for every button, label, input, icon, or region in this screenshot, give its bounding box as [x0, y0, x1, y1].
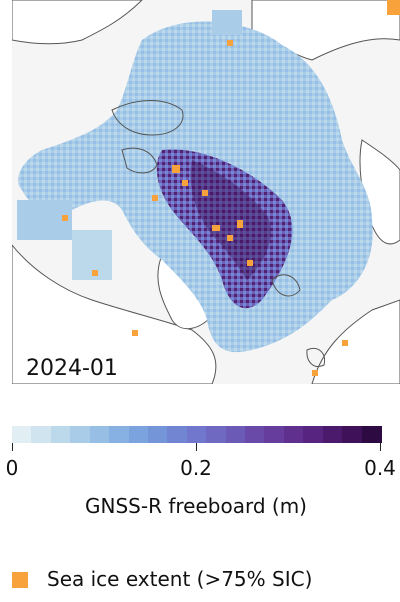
date-label: 2024-01 [26, 356, 118, 381]
colorbar-segment [303, 426, 324, 443]
colorbar-segment [31, 426, 52, 443]
colorbar-segment [245, 426, 266, 443]
colorbar-ticklabel-2: 0.4 [364, 456, 396, 480]
map-panel [12, 0, 400, 384]
colorbar-segment [322, 426, 343, 443]
colorbar-segment [70, 426, 91, 443]
colorbar-segment [225, 426, 246, 443]
colorbar-segment [128, 426, 149, 443]
colorbar-segment [361, 426, 382, 443]
colorbar-segment [283, 426, 304, 443]
colorbar-segment [167, 426, 188, 443]
colorbar-ticklabel-0: 0 [5, 456, 19, 480]
colorbar-tick-0 [12, 443, 13, 451]
colorbar-segment [206, 426, 227, 443]
colorbar-segment [147, 426, 168, 443]
legend-label: Sea ice extent (>75% SIC) [47, 567, 313, 591]
colorbar-segment [50, 426, 71, 443]
land-siberia-west [12, 0, 143, 45]
colorbar-segment [186, 426, 207, 443]
land-scandinavia [311, 299, 400, 384]
colorbar-tick-2 [380, 443, 381, 451]
colorbar-label: GNSS-R freeboard (m) [85, 494, 307, 518]
colorbar-segment [264, 426, 285, 443]
legend-swatch [12, 572, 28, 588]
colorbar-segment [89, 426, 110, 443]
colorbar-segment [342, 426, 363, 443]
colorbar-segment [12, 426, 32, 443]
colorbar-ticklabel-1: 0.2 [180, 456, 212, 480]
coastlines [111, 100, 326, 367]
arctic-map [12, 0, 400, 384]
colorbar [12, 426, 382, 443]
colorbar-tick-1 [196, 443, 197, 451]
colorbar-segment [109, 426, 130, 443]
sea-ice-extent-markers [62, 40, 348, 376]
land-north-america [12, 244, 217, 384]
